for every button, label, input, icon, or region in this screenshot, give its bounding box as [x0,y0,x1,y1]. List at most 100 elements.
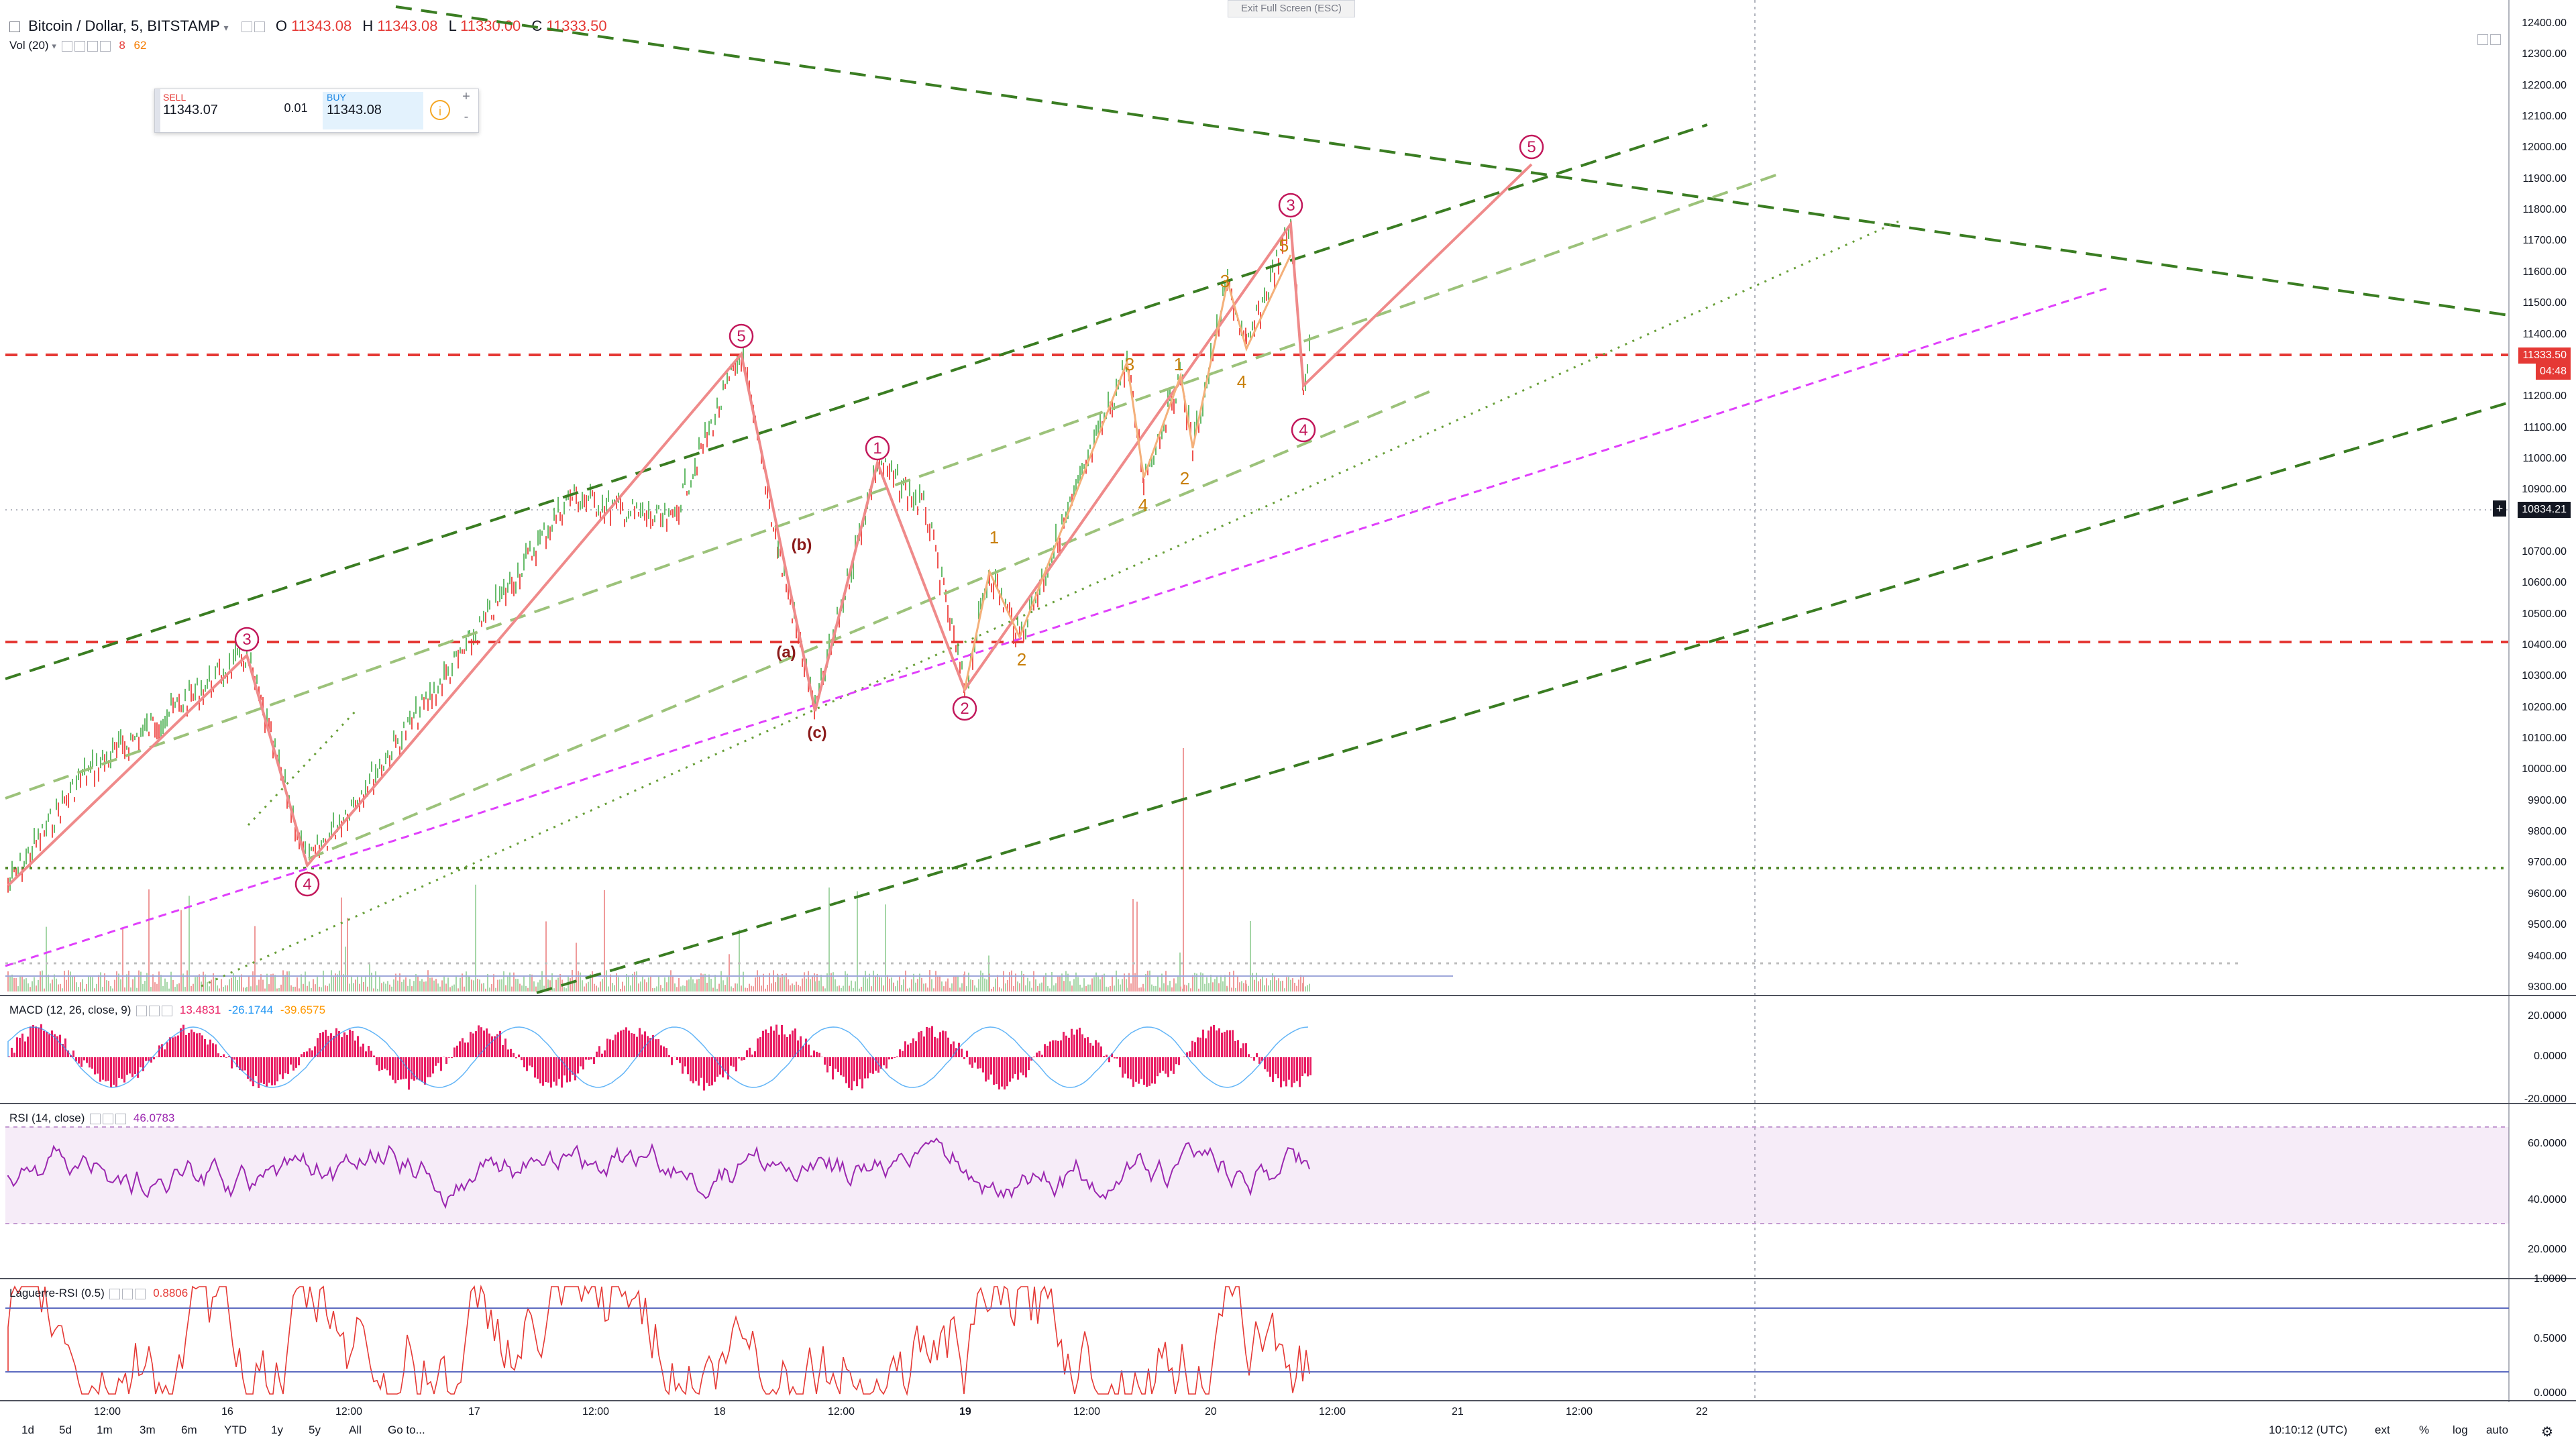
exit-fullscreen-button[interactable]: Exit Full Screen (ESC) [1228,0,1355,17]
time-axis-label: 12:00 [582,1406,610,1417]
mid-channel-line[interactable] [5,173,1778,800]
gear-icon[interactable] [74,40,85,52]
symbol-title[interactable]: Bitcoin / Dollar, 5, BITSTAMP [28,17,220,34]
gear-icon[interactable] [254,21,265,33]
eye-icon[interactable] [90,1113,101,1124]
dotted-trendline[interactable] [201,220,1899,987]
close-icon[interactable] [99,40,111,52]
macd-bar [574,1057,576,1081]
close-icon[interactable] [135,1288,146,1299]
dotted-trendline-short[interactable] [247,710,357,826]
macd-bar [483,1030,485,1057]
trade-panel-handle[interactable] [155,89,160,132]
macd-label[interactable]: MACD (12, 26, close, 9) [9,1004,131,1016]
eye-icon[interactable] [241,21,252,33]
wave-label-circle[interactable] [952,696,977,721]
laguerre-label[interactable]: Laguerre-RSI (0.5) [9,1287,105,1299]
descending-trendline[interactable] [395,5,2510,317]
macd-bar [499,1030,501,1057]
wave-label-circle[interactable] [729,323,754,349]
wave-label-circle[interactable] [865,435,890,461]
wave-label-circle[interactable] [1278,193,1303,218]
macd-bar [888,1057,890,1060]
macd-bar [252,1057,254,1087]
percent-button[interactable]: % [2419,1424,2430,1436]
macd-bar [486,1028,488,1057]
macd-bar [792,1030,794,1057]
plus-button[interactable]: + [462,89,470,104]
gear-icon[interactable] [103,1113,114,1124]
macd-bar [99,1057,101,1082]
timeframe-5d-button[interactable]: 5d [59,1424,72,1436]
wave-label-circle[interactable] [1519,134,1544,160]
eye-icon[interactable] [109,1288,121,1299]
lower-channel-line[interactable] [536,401,2510,994]
macd-bar [644,1031,646,1057]
time-axis-label: 22 [1696,1406,1708,1417]
macd-bar [464,1042,466,1057]
magenta-trendline[interactable] [5,287,2107,967]
timeframe-3m-button[interactable]: 3m [140,1424,156,1436]
macd-bar [604,1050,606,1057]
macd-bar [1285,1057,1287,1087]
timeframe-6m-button[interactable]: 6m [181,1424,197,1436]
macd-bar [985,1057,987,1082]
gear-icon[interactable] [149,1005,160,1016]
gear-icon[interactable] [122,1288,133,1299]
upper-channel-line[interactable] [5,123,1708,680]
macd-bar [282,1057,284,1079]
macd-bar [510,1049,512,1057]
macd-bar [408,1057,410,1090]
wave-label-circle[interactable] [234,627,260,652]
timeframe-all-button[interactable]: All [349,1424,362,1436]
timeframe-1y-button[interactable]: 1y [271,1424,283,1436]
rsi-label[interactable]: RSI (14, close) [9,1112,85,1124]
restore-icon[interactable] [2490,34,2501,45]
add-icon[interactable] [87,40,98,52]
volume-label[interactable]: Vol (20) [9,39,49,52]
buy-button[interactable]: BUY 11343.08 [323,92,423,129]
macd-bar [402,1057,405,1079]
minus-button[interactable]: - [464,109,469,124]
add-alert-button[interactable]: + [2493,500,2506,517]
macd-bar [1046,1045,1049,1057]
info-icon[interactable]: i [430,100,450,120]
sell-button[interactable]: SELL 11343.07 [163,92,264,129]
macd-bar [974,1057,976,1063]
close-icon[interactable] [162,1005,173,1016]
impulse-subwave-path[interactable] [963,254,1292,690]
wave-label-circle[interactable] [1291,417,1316,443]
macd-bar [352,1030,354,1057]
eye-icon[interactable] [61,40,72,52]
maximize-icon[interactable] [2477,34,2488,45]
macd-bar [467,1042,469,1057]
ext-button[interactable]: ext [2375,1424,2390,1436]
collapse-icon[interactable] [9,21,20,33]
macd-bar [389,1057,391,1076]
elliott-wave-path[interactable] [7,163,1533,887]
eye-icon[interactable] [136,1005,148,1016]
macd-bar [746,1050,748,1057]
inner-channel-line[interactable] [308,388,1436,860]
close-icon[interactable] [115,1113,127,1124]
timeframe-1m-button[interactable]: 1m [97,1424,113,1436]
timeframe-ytd-button[interactable]: YTD [224,1424,247,1436]
macd-bar [303,1052,305,1057]
timeframe-5y-button[interactable]: 5y [309,1424,321,1436]
macd-bar [317,1038,319,1057]
auto-button[interactable]: auto [2486,1424,2509,1436]
settings-icon[interactable]: ⚙ [2541,1425,2553,1440]
goto-button[interactable]: Go to... [388,1424,425,1436]
chevron-down-icon[interactable]: ▾ [52,41,56,51]
macd-bar [1127,1057,1129,1079]
macd-bar [225,1057,227,1058]
log-button[interactable]: log [2453,1424,2468,1436]
wave-label-circle[interactable] [294,871,320,897]
chevron-down-icon[interactable]: ▾ [223,22,229,33]
macd-bar [113,1057,115,1085]
timeframe-1d-button[interactable]: 1d [21,1424,34,1436]
macd-bar [19,1038,21,1057]
macd-legend: MACD (12, 26, close, 9) 13.4831 -26.1744… [9,1004,325,1017]
macd-bar [623,1029,625,1057]
